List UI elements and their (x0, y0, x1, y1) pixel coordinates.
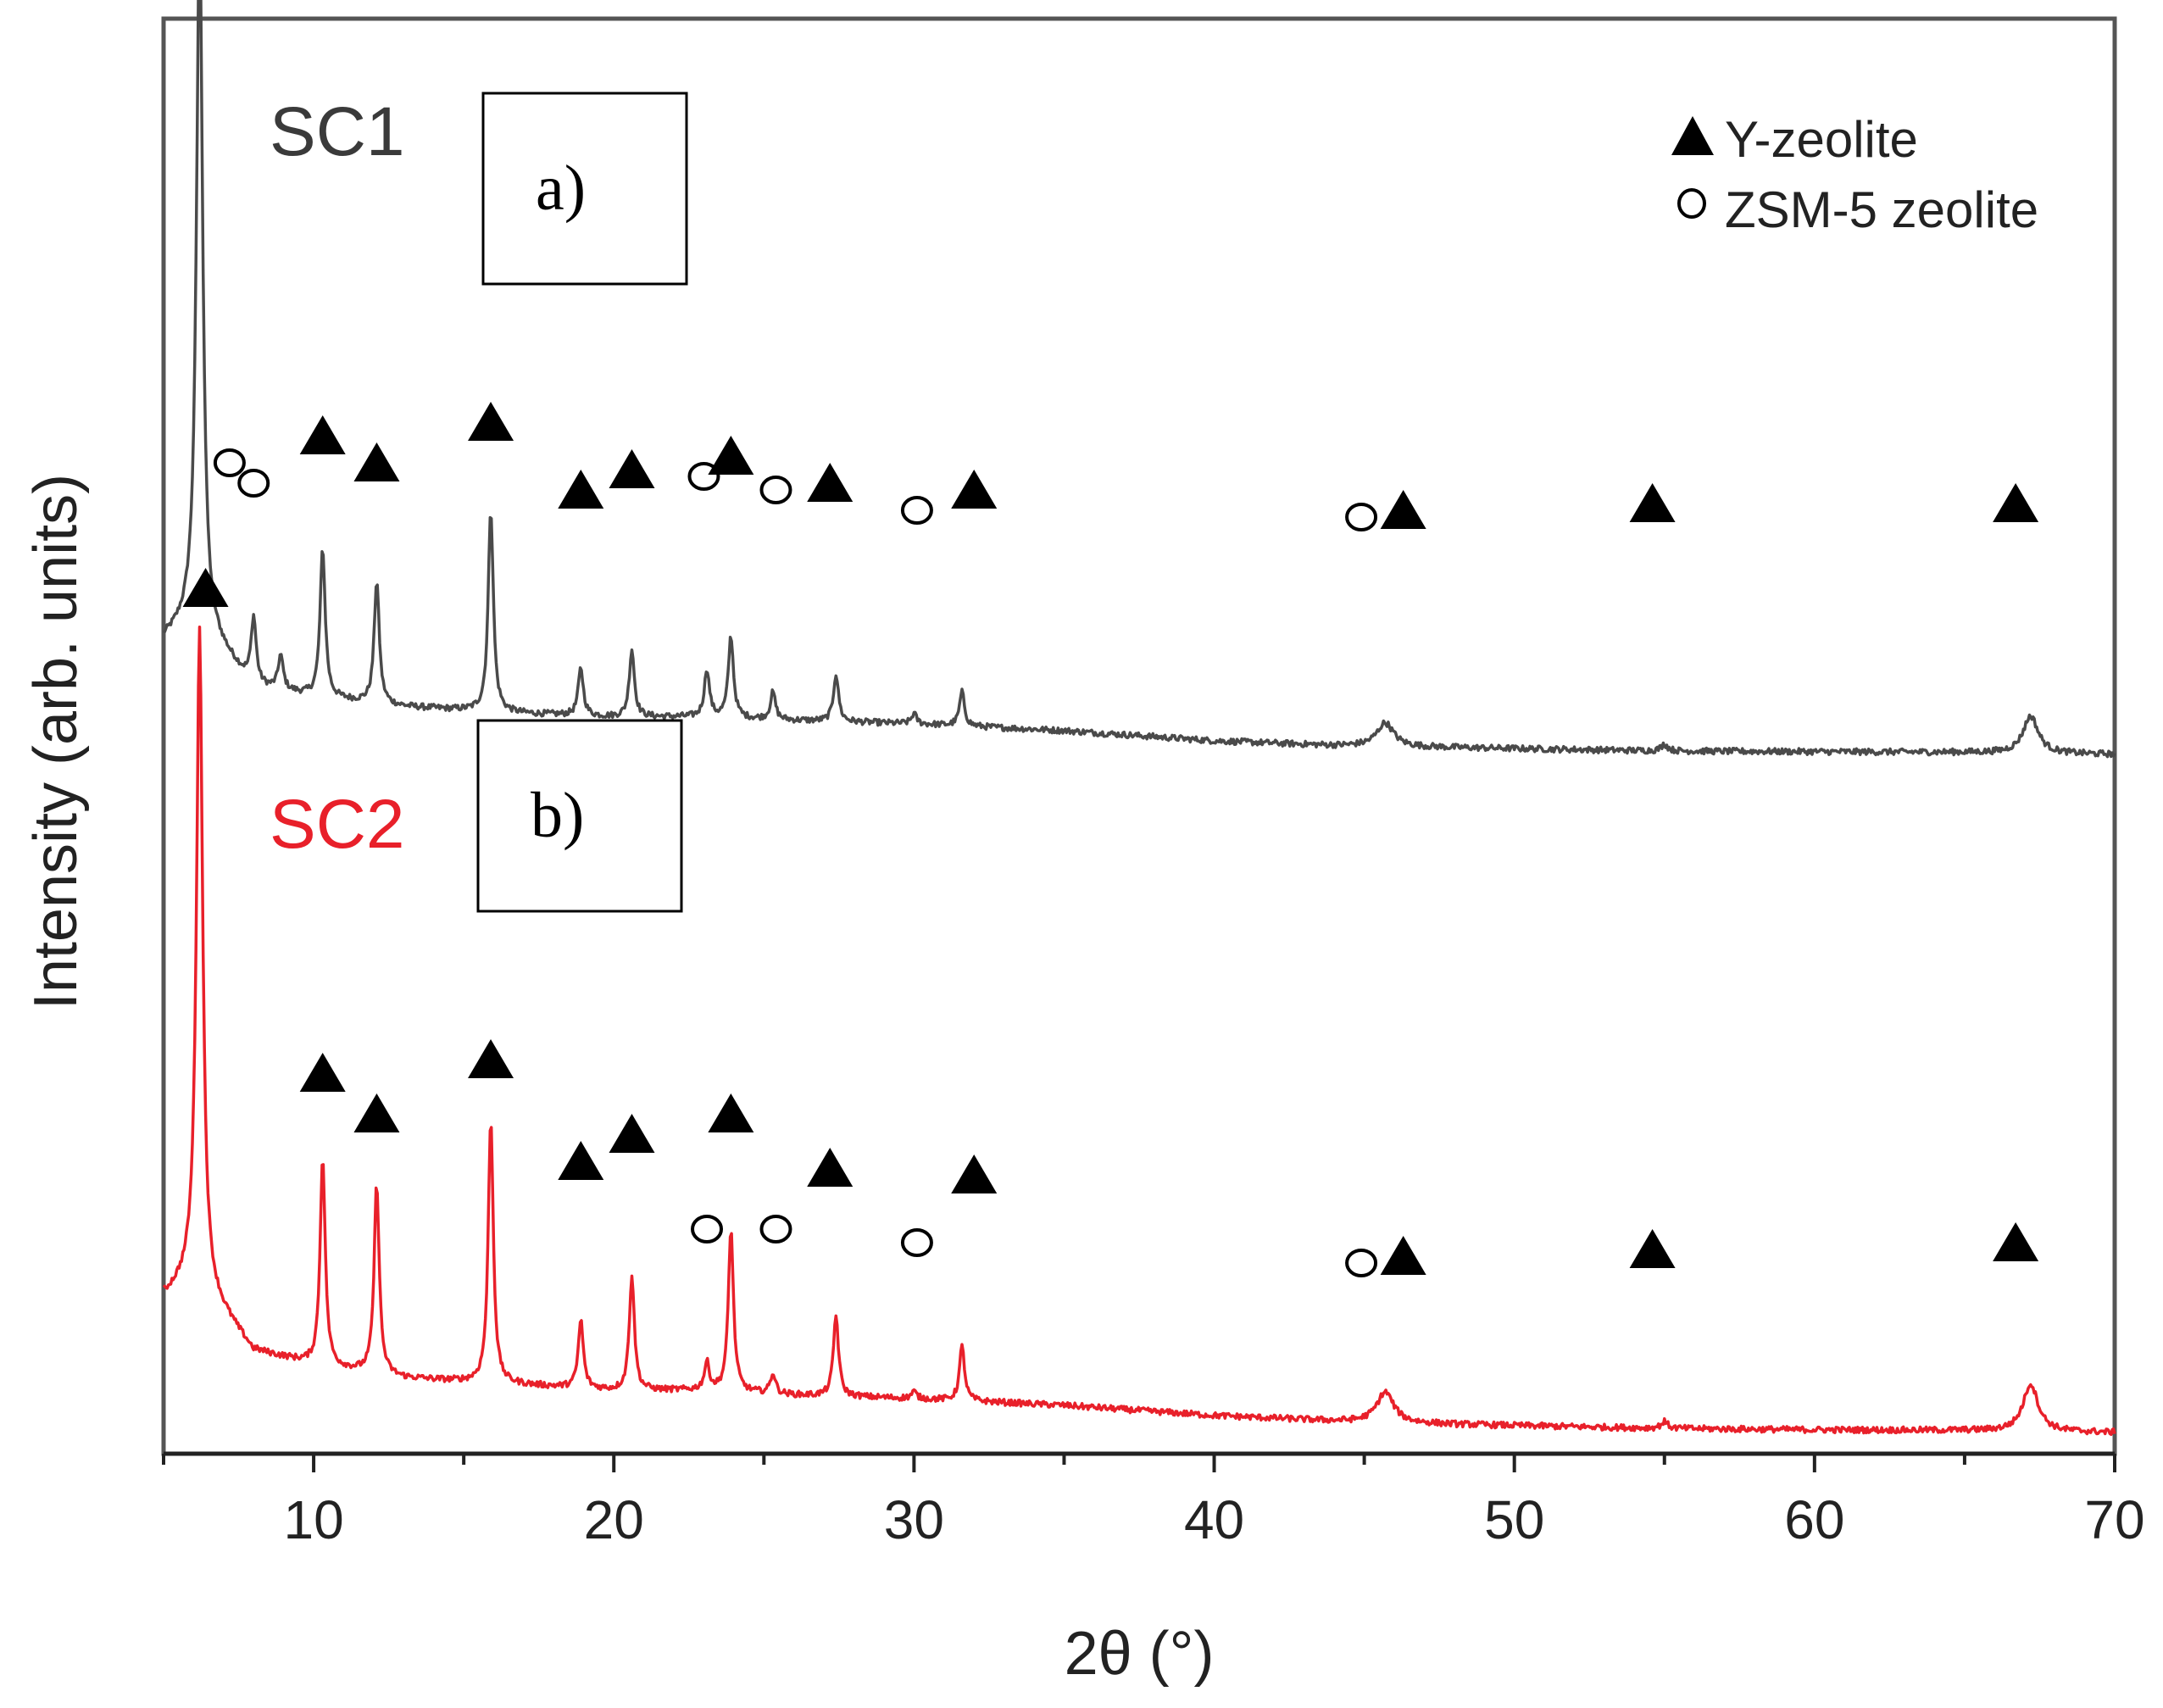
y-zeolite-marker-sc1-4 (353, 442, 400, 481)
x-axis-label: 2θ (°) (1065, 1620, 1215, 1688)
y-zeolite-marker-sc2-2 (353, 1093, 400, 1132)
y-zeolite-marker-sc2-4 (558, 1141, 604, 1180)
x-axis: 10 20 30 40 50 60 70 2θ (°) (162, 1451, 2145, 1688)
x-tick-label-40: 40 (1184, 1489, 1244, 1550)
legend-triangle-icon (1671, 116, 1714, 155)
y-zeolite-marker-sc2-0 (182, 568, 229, 607)
y-zeolite-marker-sc2-13 (1380, 1236, 1426, 1275)
zsm5-marker-sc1-8 (687, 462, 720, 491)
zsm5-marker-sc1-1 (213, 448, 246, 477)
y-zeolite-marker-sc2-1 (299, 1053, 346, 1092)
series-name-sc2: SC2 (270, 786, 405, 863)
y-zeolite-marker-sc1-15 (1380, 490, 1426, 529)
panel-label-b: b) (476, 719, 683, 913)
x-tick-label-20: 20 (584, 1489, 644, 1550)
zsm5-marker-sc1-12 (900, 496, 933, 525)
zsm5-marker-sc2-8 (759, 1215, 792, 1243)
marker-layer (182, 402, 2039, 1277)
y-zeolite-marker-sc2-14 (1629, 1229, 1676, 1268)
series-layer (162, 0, 2116, 1437)
panel-box-b (476, 719, 683, 913)
zsm5-marker-sc2-10 (900, 1228, 933, 1257)
legend-zsm5-zeolite: ZSM-5 zeolite (1725, 181, 2038, 238)
y-zeolite-marker-sc2-9 (807, 1148, 854, 1187)
panel-label-b-text: b) (531, 780, 584, 851)
series-sc1 (162, 0, 2116, 759)
y-zeolite-marker-sc1-9 (708, 436, 754, 475)
zsm5-marker-sc2-12 (1345, 1249, 1378, 1277)
zsm5-marker-sc1-2 (237, 469, 270, 498)
y-zeolite-marker-sc1-6 (558, 470, 604, 509)
x-tick-labels: 10 20 30 40 50 60 70 (283, 1489, 2144, 1550)
y-zeolite-marker-sc2-3 (468, 1039, 514, 1078)
x-tick-label-10: 10 (283, 1489, 343, 1550)
y-zeolite-marker-sc1-11 (807, 463, 854, 502)
x-tick-label-50: 50 (1484, 1489, 1544, 1550)
series-name-sc1: SC1 (270, 93, 405, 170)
series-sc2 (162, 625, 2116, 1437)
y-zeolite-marker-sc1-17 (1993, 483, 2039, 522)
series-line-sc2 (162, 625, 2116, 1437)
x-tick-label-30: 30 (884, 1489, 944, 1550)
series-label-sc1: SC1 (270, 93, 405, 170)
panel-label-a-text: a) (536, 153, 586, 224)
x-tick-label-70: 70 (2084, 1489, 2144, 1550)
y-zeolite-marker-sc2-5 (609, 1114, 655, 1153)
markers-sc1 (213, 402, 2039, 531)
legend-circle-icon (1677, 188, 1706, 219)
panel-label-a: a) (481, 92, 688, 286)
y-zeolite-marker-sc2-7 (708, 1093, 754, 1132)
zsm5-marker-sc1-10 (759, 476, 792, 504)
y-zeolite-marker-sc1-16 (1629, 483, 1676, 522)
y-zeolite-marker-sc1-3 (299, 415, 346, 454)
panel-box-a (481, 92, 688, 286)
series-line-sc1 (162, 0, 2116, 759)
x-tick-label-60: 60 (1784, 1489, 1844, 1550)
legend-y-zeolite: Y-zeolite (1725, 111, 1918, 168)
y-zeolite-marker-sc1-5 (468, 402, 514, 441)
zsm5-marker-sc1-14 (1345, 503, 1378, 531)
series-label-sc2: SC2 (270, 786, 405, 863)
y-zeolite-marker-sc2-11 (951, 1154, 998, 1193)
zsm5-marker-sc2-6 (691, 1215, 724, 1243)
y-zeolite-marker-sc1-7 (609, 449, 655, 488)
y-axis-label: Intensity (arb. units) (22, 474, 90, 1010)
markers-sc2 (182, 568, 2039, 1277)
y-zeolite-marker-sc1-13 (951, 470, 998, 509)
y-zeolite-marker-sc2-15 (1993, 1222, 2039, 1261)
x-ticks (162, 1454, 2116, 1472)
legend: Y-zeolite ZSM-5 zeolite (1671, 111, 2038, 238)
